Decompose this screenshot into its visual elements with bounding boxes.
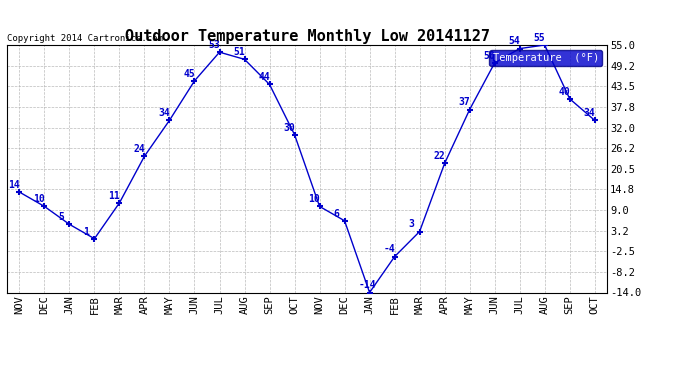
Text: 24: 24 — [133, 144, 145, 154]
Text: 45: 45 — [184, 69, 195, 79]
Text: 14: 14 — [8, 180, 20, 190]
Text: 55: 55 — [533, 33, 545, 43]
Text: 51: 51 — [233, 47, 245, 57]
Text: 5: 5 — [59, 212, 64, 222]
Text: 34: 34 — [584, 108, 595, 118]
Text: 22: 22 — [433, 151, 445, 161]
Title: Outdoor Temperature Monthly Low 20141127: Outdoor Temperature Monthly Low 20141127 — [125, 29, 489, 44]
Text: 50: 50 — [484, 51, 495, 61]
Legend: Temperature  (°F): Temperature (°F) — [489, 50, 602, 66]
Text: 6: 6 — [333, 209, 339, 219]
Text: 37: 37 — [459, 98, 471, 107]
Text: 3: 3 — [408, 219, 415, 230]
Text: -14: -14 — [359, 280, 376, 290]
Text: 1: 1 — [83, 226, 89, 237]
Text: 10: 10 — [308, 194, 320, 204]
Text: 44: 44 — [259, 72, 270, 82]
Text: 53: 53 — [208, 40, 220, 50]
Text: 34: 34 — [159, 108, 170, 118]
Text: 30: 30 — [284, 123, 295, 132]
Text: Copyright 2014 Cartronics.com: Copyright 2014 Cartronics.com — [7, 33, 163, 42]
Text: -4: -4 — [384, 244, 395, 255]
Text: 11: 11 — [108, 190, 120, 201]
Text: 54: 54 — [509, 36, 520, 46]
Text: 40: 40 — [559, 87, 571, 97]
Text: 10: 10 — [33, 194, 45, 204]
